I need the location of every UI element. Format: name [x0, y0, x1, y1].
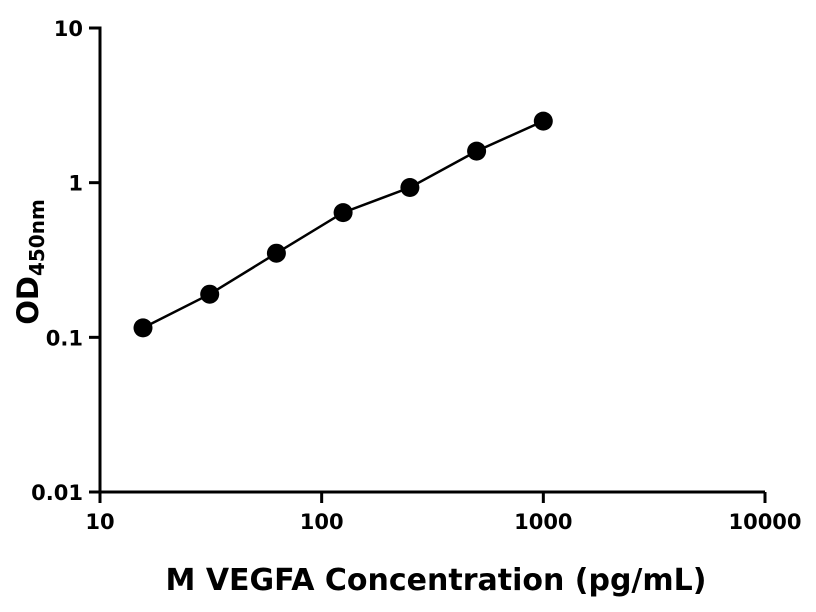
- y-tick-label: 1: [68, 172, 83, 196]
- data-point: [400, 178, 420, 197]
- data-point: [467, 141, 487, 161]
- data-point: [533, 111, 553, 131]
- y-tick-label: 10: [54, 17, 83, 41]
- y-axis-title-main: OD: [11, 276, 45, 325]
- x-tick-label: 10: [85, 510, 114, 534]
- data-point: [333, 203, 353, 223]
- x-tick-label: 1000: [514, 510, 572, 534]
- plot-layer: 10 100 1000 10000 0.01 0.1 1 10: [31, 17, 801, 534]
- data-point: [200, 284, 220, 304]
- y-tick-label: 0.1: [46, 326, 83, 350]
- data-point: [266, 243, 286, 263]
- x-tick-label: 10000: [728, 510, 801, 534]
- data-point: [133, 318, 153, 338]
- x-tick-label: 100: [300, 510, 344, 534]
- y-axis-title-subscript: 450nm: [25, 199, 49, 276]
- x-axis-title: M VEGFA Concentration (pg/mL): [166, 563, 707, 598]
- y-axis-title: OD450nm: [11, 199, 49, 325]
- y-tick-label: 0.01: [31, 481, 83, 505]
